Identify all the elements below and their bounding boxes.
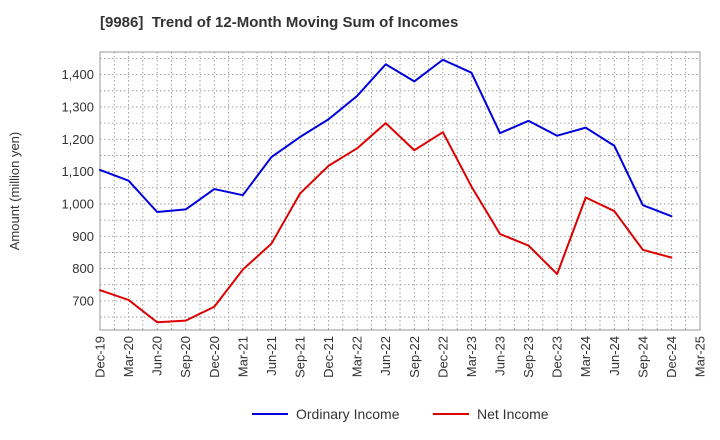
- x-tick-label: Jun-23: [493, 336, 508, 376]
- x-tick-label: Mar-23: [464, 336, 479, 377]
- x-tick-label: Mar-21: [235, 336, 250, 377]
- y-axis-title: Amount (million yen): [7, 132, 22, 251]
- legend: Ordinary Income Net Income: [252, 406, 549, 422]
- legend-label: Ordinary Income: [296, 406, 400, 422]
- y-tick-label: 800: [72, 261, 94, 276]
- legend-label: Net Income: [477, 406, 549, 422]
- series-line-net-income: [99, 122, 673, 324]
- series-line-ordinary-income: [99, 58, 673, 218]
- x-tick-label: Sep-23: [521, 336, 536, 378]
- x-tick-label: Mar-22: [350, 336, 365, 377]
- series-layer: [99, 58, 673, 324]
- x-tick-label: Jun-21: [264, 336, 279, 376]
- x-tick-label: Dec-19: [93, 336, 108, 378]
- x-tick-label: Sep-22: [407, 336, 422, 378]
- plot-frame: [99, 51, 701, 331]
- x-tick-label: Sep-24: [635, 336, 650, 378]
- x-tick-label: Jun-20: [150, 336, 165, 376]
- y-tick-label: 1,200: [61, 132, 94, 147]
- y-tick-label: 1,000: [61, 196, 94, 211]
- x-tick-label: Mar-24: [578, 336, 593, 377]
- x-tick-label: Dec-24: [664, 336, 679, 378]
- y-tick-label: 900: [72, 229, 94, 244]
- y-tick-label: 1,400: [61, 67, 94, 82]
- grid-layer: [99, 52, 701, 330]
- x-tick-label: Dec-22: [435, 336, 450, 378]
- x-tick-label: Sep-21: [293, 336, 308, 378]
- tick-layer: 700 800 900 1,000 1,100 1,200 1,300 1,400 Dec-19…: [61, 67, 707, 378]
- y-tick-label: 700: [72, 293, 94, 308]
- x-tick-label: Mar-25: [693, 336, 708, 377]
- x-tick-label: Jun-22: [378, 336, 393, 376]
- x-tick-label: Jun-24: [607, 336, 622, 376]
- x-tick-label: Dec-21: [321, 336, 336, 378]
- x-tick-label: Sep-20: [178, 336, 193, 378]
- y-tick-label: 1,100: [61, 164, 94, 179]
- y-tick-label: 1,300: [61, 99, 94, 114]
- chart-title: [9986] Trend of 12-Month Moving Sum of I…: [100, 14, 459, 31]
- x-tick-label: Dec-23: [550, 336, 565, 378]
- x-tick-label: Mar-20: [121, 336, 136, 377]
- x-tick-label: Dec-20: [207, 336, 222, 378]
